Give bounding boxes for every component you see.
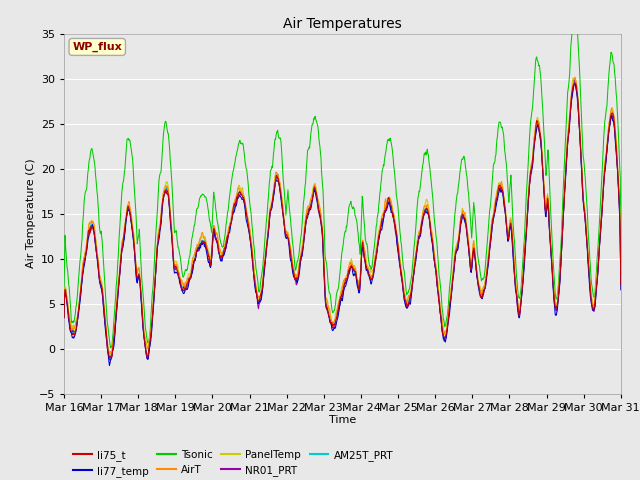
- Text: WP_flux: WP_flux: [72, 42, 122, 52]
- Legend: li75_t, li77_temp, Tsonic, AirT, PanelTemp, NR01_PRT, AM25T_PRT: li75_t, li77_temp, Tsonic, AirT, PanelTe…: [69, 445, 397, 480]
- Title: Air Temperatures: Air Temperatures: [283, 17, 402, 31]
- Y-axis label: Air Temperature (C): Air Temperature (C): [26, 159, 36, 268]
- X-axis label: Time: Time: [329, 415, 356, 425]
